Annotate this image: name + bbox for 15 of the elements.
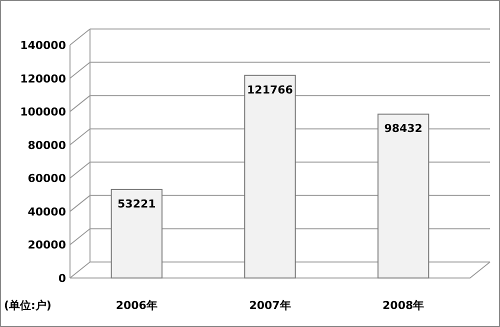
data-label: 121766 [247, 83, 294, 96]
y-tick-label: 40000 [28, 205, 66, 218]
y-tick-label: 20000 [28, 238, 66, 252]
data-label: 53221 [118, 197, 156, 210]
y-tick-label: 120000 [20, 72, 66, 86]
y-tick-label: 140000 [20, 39, 66, 52]
y-tick-label: 80000 [28, 138, 66, 152]
y-tick-label: 60000 [28, 172, 66, 186]
y-tick-label: 100000 [20, 106, 66, 119]
data-label: 98432 [384, 122, 422, 136]
x-tick-label: 2006年 [116, 299, 158, 312]
x-tick-label: 2008年 [382, 299, 424, 312]
y-tick-label: 0 [58, 272, 66, 285]
x-tick-label: 2007年 [249, 299, 291, 312]
text: (单位:户) [4, 299, 52, 312]
